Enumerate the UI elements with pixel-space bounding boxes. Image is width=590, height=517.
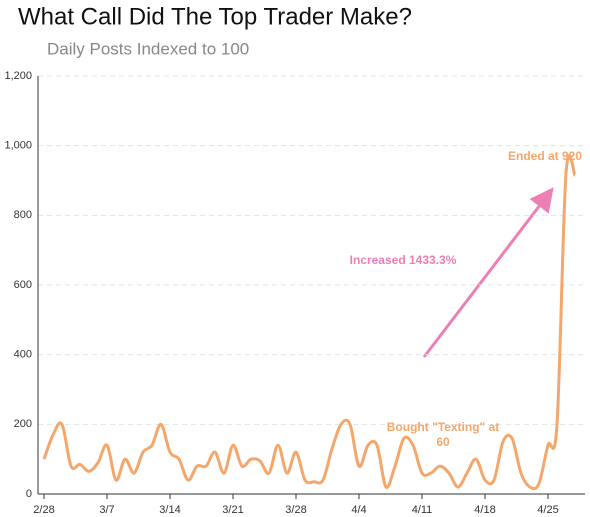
chart-subtitle: Daily Posts Indexed to 100 <box>47 39 249 58</box>
x-tick-label: 2/28 <box>33 504 54 516</box>
annotation: Increased 1433.3% <box>350 253 457 267</box>
x-tick-label: 3/14 <box>159 504 180 516</box>
y-tick-label: 1,200 <box>4 70 32 82</box>
x-tick-label: 4/4 <box>351 504 366 516</box>
y-tick-label: 200 <box>14 418 32 430</box>
x-tick-label: 3/7 <box>99 504 114 516</box>
x-tick-label: 4/18 <box>474 504 495 516</box>
chart-title: What Call Did The Top Trader Make? <box>18 3 412 30</box>
y-tick-label: 0 <box>26 488 32 500</box>
x-tick-label: 3/28 <box>285 504 306 516</box>
y-tick-label: 1,000 <box>4 140 32 152</box>
x-tick-label: 4/25 <box>537 504 558 516</box>
arrow <box>422 187 554 358</box>
y-tick-label: 400 <box>14 349 32 361</box>
y-tick-label: 800 <box>14 209 32 221</box>
data-line <box>42 154 577 491</box>
x-tick-label: 4/11 <box>412 504 433 516</box>
y-tick-label: 600 <box>14 279 32 291</box>
annotation: 60 <box>436 435 450 449</box>
annotation: Bought "Texting" at <box>387 420 499 434</box>
annotation: Ended at 920 <box>508 149 582 163</box>
x-tick-label: 3/21 <box>222 504 243 516</box>
